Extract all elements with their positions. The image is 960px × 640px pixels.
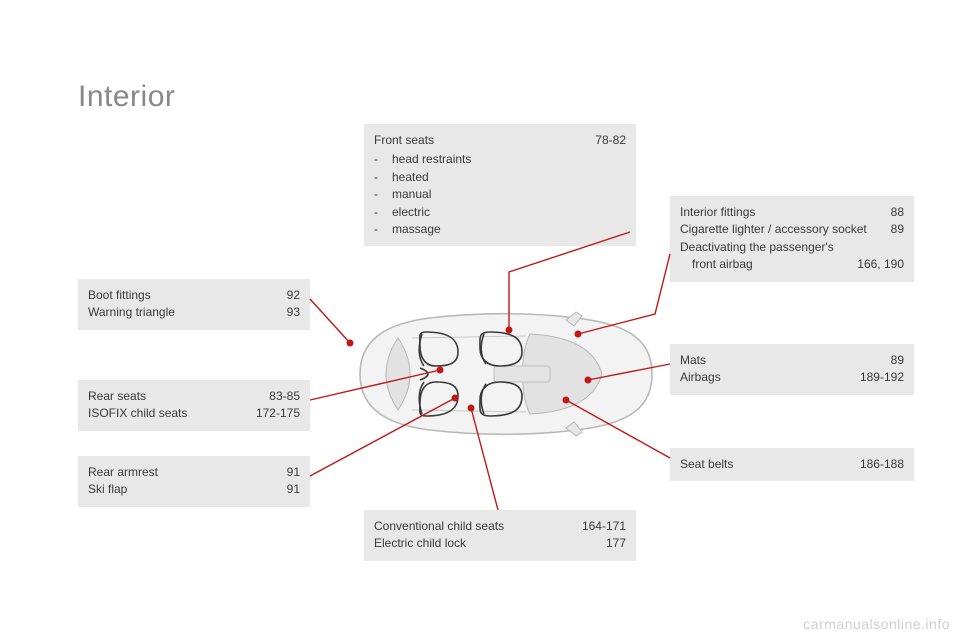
row-label: Electric child lock xyxy=(374,535,466,552)
row-label: Warning triangle xyxy=(88,304,175,321)
row-page: 91 xyxy=(287,481,300,498)
page-title: Interior xyxy=(78,80,175,114)
row-page: 93 xyxy=(287,304,300,321)
bullet-item: heated xyxy=(392,169,429,186)
car-illustration xyxy=(340,294,660,454)
callout-seat-belts: Seat belts 186-188 xyxy=(670,448,914,481)
callout-child-seats: Conventional child seats 164-171 Electric… xyxy=(364,510,636,561)
row-page: 164-171 xyxy=(582,518,626,535)
row-page: 172-175 xyxy=(256,405,300,422)
row-label: Rear seats xyxy=(88,388,146,405)
row-page: 88 xyxy=(891,204,904,221)
callout-front-seats: Front seats 78-82 head restraints heated… xyxy=(364,124,636,246)
bullet-item: head restraints xyxy=(392,151,471,168)
row-page: 91 xyxy=(287,464,300,481)
front-seats-page: 78-82 xyxy=(595,132,626,149)
row-label: Deactivating the passenger's xyxy=(680,239,834,256)
bullet-item: manual xyxy=(392,186,431,203)
row-page: 89 xyxy=(891,352,904,369)
callout-rear-seats: Rear seats 83-85 ISOFIX child seats 172-17… xyxy=(78,380,310,431)
row-page: 83-85 xyxy=(269,388,300,405)
row-label: Ski flap xyxy=(88,481,127,498)
row-label: ISOFIX child seats xyxy=(88,405,187,422)
row-label: Cigarette lighter / accessory socket xyxy=(680,221,867,238)
row-label: Rear armrest xyxy=(88,464,158,481)
row-page: 177 xyxy=(606,535,626,552)
row-label: Airbags xyxy=(680,369,721,386)
row-label: Seat belts xyxy=(680,456,733,473)
callout-interior-fittings: Interior fittings 88 Cigarette lighter / … xyxy=(670,196,914,282)
callout-boot: Boot fittings 92 Warning triangle 93 xyxy=(78,279,310,330)
bullet-item: massage xyxy=(392,221,441,238)
front-seats-label: Front seats xyxy=(374,132,434,149)
row-label: front airbag xyxy=(680,256,753,273)
front-seats-bullets: head restraints heated manual electric m… xyxy=(374,151,626,238)
row-label: Boot fittings xyxy=(88,287,151,304)
row-page: 186-188 xyxy=(860,456,904,473)
row-page: 92 xyxy=(287,287,300,304)
row-page: 89 xyxy=(891,221,904,238)
row-label: Conventional child seats xyxy=(374,518,504,535)
row-page: 189-192 xyxy=(860,369,904,386)
row-page: 166, 190 xyxy=(857,256,904,273)
callout-rear-armrest: Rear armrest 91 Ski flap 91 xyxy=(78,456,310,507)
watermark: carmanualsonline.info xyxy=(803,616,950,632)
row-label: Interior fittings xyxy=(680,204,755,221)
callout-mats: Mats 89 Airbags 189-192 xyxy=(670,344,914,395)
bullet-item: electric xyxy=(392,204,430,221)
row-label: Mats xyxy=(680,352,706,369)
